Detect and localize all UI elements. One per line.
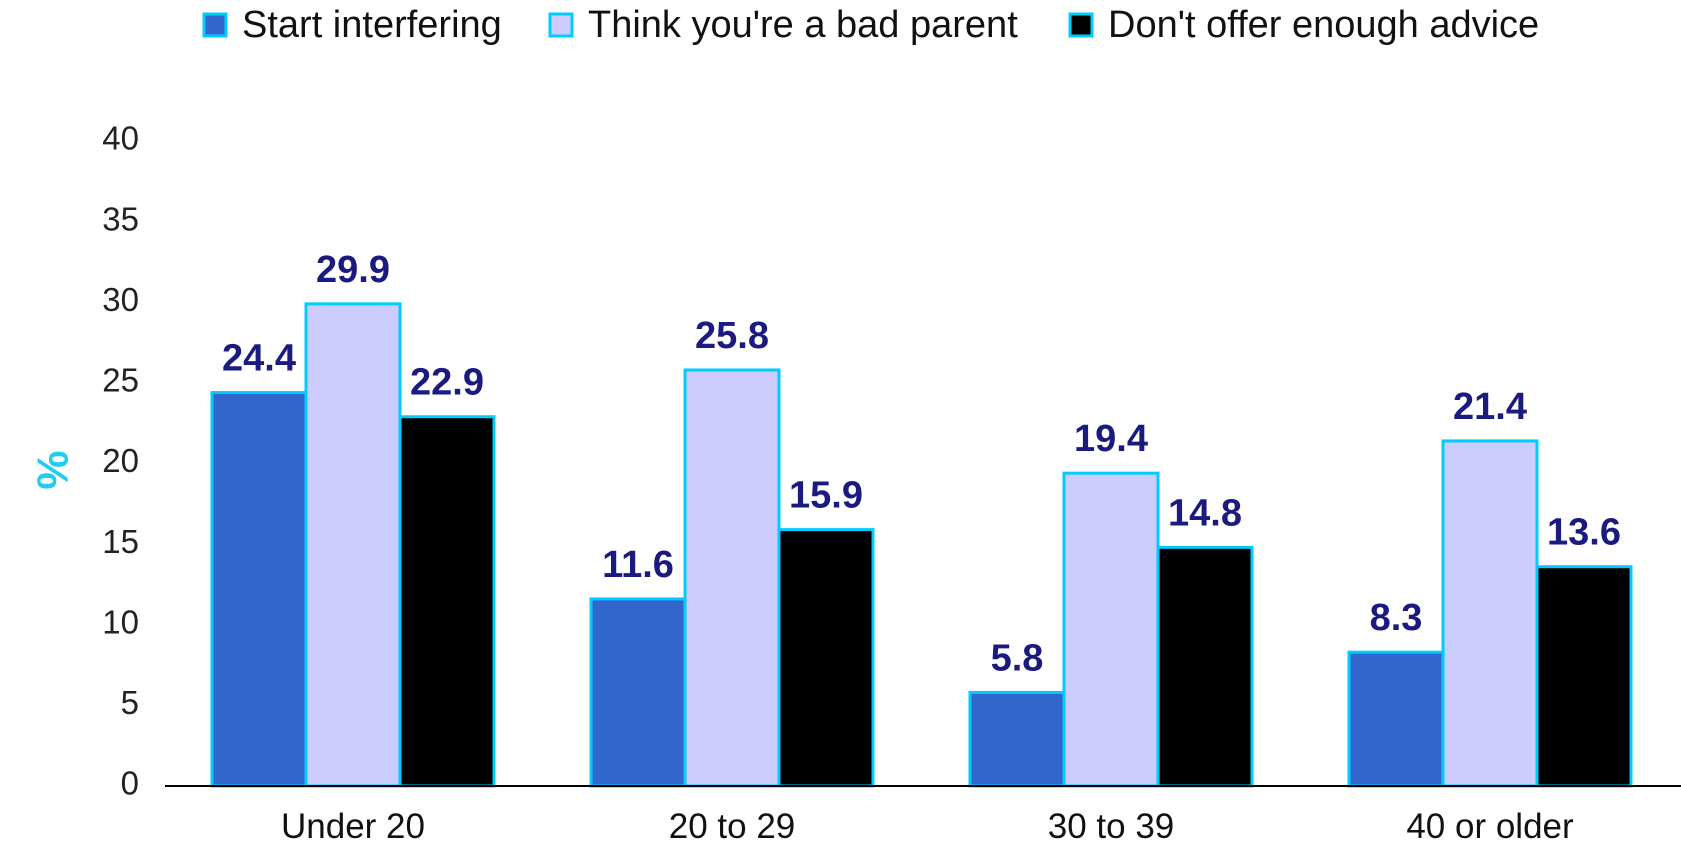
data-label: 24.4 bbox=[222, 338, 296, 380]
data-label: 29.9 bbox=[316, 249, 390, 291]
y-tick-label: 30 bbox=[102, 281, 139, 318]
data-label: 25.8 bbox=[695, 315, 769, 357]
bar bbox=[1156, 545, 1254, 788]
y-tick-label: 35 bbox=[102, 200, 139, 237]
y-axis-ticks: 0 5 10 15 20 25 30 35 40 bbox=[102, 120, 139, 802]
y-tick-label: 40 bbox=[102, 120, 139, 157]
y-axis-label: % bbox=[29, 450, 78, 489]
legend-label: Think you're a bad parent bbox=[588, 4, 1018, 46]
legend-swatch bbox=[202, 12, 228, 38]
data-label: 8.3 bbox=[1370, 597, 1423, 639]
bar bbox=[1062, 471, 1160, 788]
y-tick-label: 5 bbox=[121, 684, 139, 721]
data-label: 5.8 bbox=[991, 637, 1044, 679]
legend-item: Start interfering bbox=[202, 4, 502, 46]
legend-item: Don't offer enough advice bbox=[1068, 4, 1539, 46]
y-tick-label: 20 bbox=[102, 442, 139, 479]
data-label: 21.4 bbox=[1453, 386, 1527, 428]
y-tick-label: 10 bbox=[102, 603, 139, 640]
data-labels: 24.4 29.9 22.9 11.6 25.8 15.9 5.8 19.4 14.8 8.3 21… bbox=[222, 249, 1621, 680]
x-category-label: 20 to 29 bbox=[669, 807, 796, 846]
data-label: 15.9 bbox=[789, 475, 863, 517]
legend: Start interfering Think you're a bad pare… bbox=[202, 4, 1539, 46]
y-tick-label: 25 bbox=[102, 362, 139, 399]
data-label: 13.6 bbox=[1547, 512, 1621, 554]
bar bbox=[1347, 650, 1445, 788]
legend-label: Don't offer enough advice bbox=[1108, 4, 1539, 46]
bars bbox=[210, 302, 1633, 788]
legend-label: Start interfering bbox=[242, 4, 502, 46]
bar bbox=[210, 391, 308, 788]
legend-swatch bbox=[548, 12, 574, 38]
y-tick-label: 0 bbox=[121, 765, 139, 802]
bar bbox=[1535, 565, 1633, 788]
x-axis-categories: Under 20 20 to 29 30 to 39 40 or older bbox=[281, 807, 1574, 846]
bar bbox=[683, 368, 781, 788]
bar bbox=[968, 690, 1066, 788]
legend-item: Think you're a bad parent bbox=[548, 4, 1018, 46]
bar bbox=[1441, 439, 1539, 788]
x-category-label: 30 to 39 bbox=[1048, 807, 1175, 846]
x-category-label: 40 or older bbox=[1406, 807, 1574, 846]
data-label: 11.6 bbox=[602, 544, 674, 586]
legend-swatch bbox=[1068, 12, 1094, 38]
data-label: 19.4 bbox=[1074, 418, 1148, 460]
x-category-label: Under 20 bbox=[281, 807, 425, 846]
y-tick-label: 15 bbox=[102, 523, 139, 560]
data-label: 22.9 bbox=[410, 362, 484, 404]
bar bbox=[589, 597, 687, 788]
bar bbox=[304, 302, 402, 788]
data-label: 14.8 bbox=[1168, 492, 1242, 534]
bar bbox=[777, 528, 875, 788]
bar bbox=[398, 415, 496, 788]
